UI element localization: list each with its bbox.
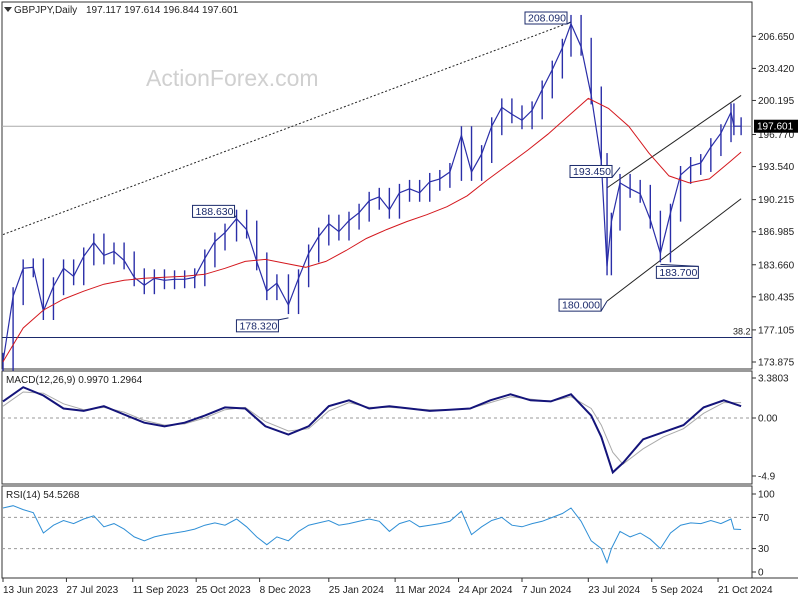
x-tick-label: 24 Apr 2024 <box>459 585 513 596</box>
price-annotation-label: 188.630 <box>196 206 234 218</box>
price-y-tick-label: 200.195 <box>758 96 795 107</box>
macd-panel <box>1 370 753 485</box>
trend-line <box>606 95 742 189</box>
price-y-tick-label: 183.660 <box>758 260 795 271</box>
rsi-y-tick-label: 70 <box>758 513 770 524</box>
x-tick-label: 21 Oct 2024 <box>718 585 773 596</box>
price-annotation-leader <box>234 215 237 218</box>
price-close-line <box>2 22 742 362</box>
x-tick-label: 8 Dec 2023 <box>260 585 312 596</box>
price-annotation-box <box>655 265 699 279</box>
price-annotation-leader <box>611 167 621 178</box>
macd-title: MACD(12,26,9) 0.9970 1.2964 <box>6 375 143 386</box>
price-y-tick-label: 180.435 <box>758 292 795 303</box>
current-price-tag <box>754 119 798 133</box>
price-annotation-label: 208.090 <box>528 13 566 25</box>
x-tick-label: 23 Jul 2024 <box>588 585 640 596</box>
macd-y-tick-label: 3.3803 <box>758 374 789 385</box>
rsi-y-tick-label: 30 <box>758 544 770 555</box>
x-tick-label: 11 Mar 2024 <box>395 585 451 596</box>
price-y-tick-label: 190.215 <box>758 195 795 206</box>
price-annotation-box <box>235 319 279 333</box>
moving-average-line <box>2 97 742 363</box>
price-y-tick-label: 173.875 <box>758 358 795 369</box>
x-tick-label: 25 Jan 2024 <box>329 585 384 596</box>
price-annotation-box <box>569 164 613 178</box>
trend-line <box>606 198 742 302</box>
price-annotation-leader <box>600 300 608 312</box>
price-y-tick-label: 206.650 <box>758 32 795 43</box>
watermark-text: ActionForex.com <box>146 65 319 91</box>
price-annotation-box <box>558 298 602 312</box>
price-annotation-leader <box>278 317 289 321</box>
rsi-line <box>2 505 742 565</box>
price-annotation-box <box>192 204 236 218</box>
price-annotation-label: 183.700 <box>659 267 697 279</box>
header-dropdown-icon <box>4 7 12 12</box>
price-annotation-box <box>524 11 568 25</box>
price-y-tick-label: 177.105 <box>758 325 795 336</box>
rsi-y-tick-label: 0 <box>758 568 764 579</box>
chart-symbol-label: GBPJPY,Daily <box>14 5 77 16</box>
price-y-tick-label: 196.770 <box>758 130 795 141</box>
macd-y-tick-label: -4.9 <box>758 472 776 483</box>
macd-main-line <box>2 386 742 475</box>
macd-signal-line <box>2 391 742 465</box>
x-tick-label: 11 Sep 2023 <box>133 585 189 596</box>
price-bars <box>2 14 742 371</box>
price-y-tick-label: 186.985 <box>758 227 795 238</box>
price-y-tick-label: 193.540 <box>758 162 795 173</box>
price-annotation-leader <box>566 21 572 25</box>
trend-line <box>2 21 572 236</box>
rsi-y-tick-label: 100 <box>758 490 775 501</box>
price-y-tick-label: 203.420 <box>758 64 795 75</box>
x-tick-label: 27 Jul 2023 <box>66 585 118 596</box>
current-price-label: 197.601 <box>757 122 794 133</box>
x-tick-label: 5 Sep 2024 <box>652 585 704 596</box>
macd-y-tick-label: 0.00 <box>758 414 778 425</box>
x-tick-label: 7 Jun 2024 <box>522 585 572 596</box>
chart-ohlc-label: 197.117 197.614 196.844 197.601 <box>86 5 239 16</box>
price-panel <box>1 1 753 370</box>
fib-level-label: 38.2 <box>733 327 751 337</box>
rsi-panel <box>1 485 753 579</box>
x-tick-label: 25 Oct 2023 <box>196 585 251 596</box>
rsi-title: RSI(14) 54.5268 <box>6 490 80 501</box>
price-annotation-label: 193.450 <box>573 166 611 178</box>
price-annotation-label: 178.320 <box>239 320 277 332</box>
price-annotation-label: 180.000 <box>562 300 600 312</box>
x-tick-label: 13 Jun 2023 <box>3 585 58 596</box>
price-annotation-leader <box>660 263 699 267</box>
